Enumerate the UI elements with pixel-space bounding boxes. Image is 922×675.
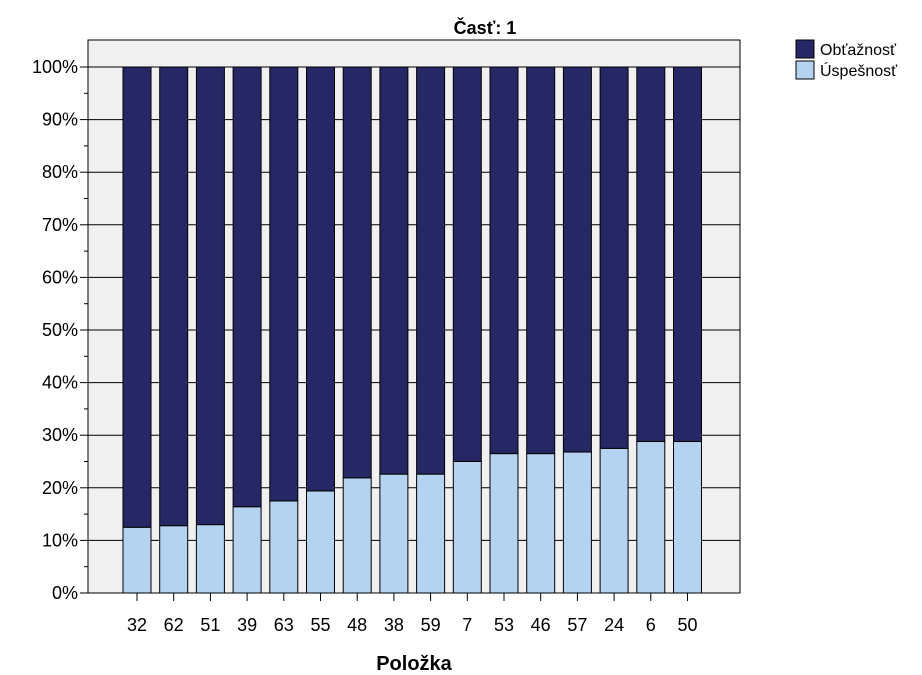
bar-success-38 xyxy=(379,473,409,594)
bar-success-53 xyxy=(489,453,519,594)
legend-label: Úspešnosť xyxy=(820,61,898,80)
x-axis: 32 62 51 39 63 55 48 38 59 7 53 46 57 24 6 50 xyxy=(127,593,698,635)
bar-difficulty-48 xyxy=(342,66,372,479)
bar-difficulty-6 xyxy=(636,66,666,443)
x-tick-label: 59 xyxy=(421,615,441,635)
bar-difficulty-57 xyxy=(562,66,592,453)
bar-success-39 xyxy=(232,506,262,594)
bar-difficulty-51 xyxy=(195,66,225,526)
bar-success-50 xyxy=(673,441,702,594)
bar-success-51 xyxy=(195,524,225,594)
x-tick-label: 38 xyxy=(384,615,404,635)
legend-label: Obťažnosť xyxy=(820,42,897,59)
bar-difficulty-7 xyxy=(452,66,482,462)
bar-difficulty-63 xyxy=(269,66,299,502)
bar-success-32 xyxy=(122,526,152,594)
y-tick-label: 0% xyxy=(52,583,78,603)
x-tick-label: 51 xyxy=(200,615,220,635)
bar-success-24 xyxy=(599,447,629,594)
bar-success-63 xyxy=(269,500,299,594)
y-tick-label: 50% xyxy=(42,320,78,340)
x-tick-label: 53 xyxy=(494,615,514,635)
bar-difficulty-32 xyxy=(122,66,152,528)
chart-title: Časť: 1 xyxy=(454,17,517,38)
bar-difficulty-46 xyxy=(526,66,556,455)
legend-swatch xyxy=(795,60,815,80)
bar-success-6 xyxy=(636,441,666,594)
bar-difficulty-24 xyxy=(599,66,629,449)
y-tick-label: 10% xyxy=(42,530,78,550)
y-axis: 0% 10% 20% 30% 40% 50% 60% 70% 80% 90% 100% xyxy=(32,57,88,603)
y-tick-label: 100% xyxy=(32,57,78,77)
y-tick-label: 40% xyxy=(42,373,78,393)
legend: Obťažnosť Úspešnosť xyxy=(795,39,898,80)
x-tick-label: 57 xyxy=(567,615,587,635)
plot-frame xyxy=(87,39,741,594)
y-tick-label: 60% xyxy=(42,267,78,287)
x-tick-label: 48 xyxy=(347,615,367,635)
bar-difficulty-38 xyxy=(379,66,409,475)
x-tick-label: 7 xyxy=(462,615,472,635)
x-tick-label: 63 xyxy=(274,615,294,635)
bar-success-55 xyxy=(306,490,335,594)
x-tick-label: 39 xyxy=(237,615,257,635)
bar-success-59 xyxy=(416,473,446,594)
bar-difficulty-55 xyxy=(306,66,335,492)
x-axis-title: Položka xyxy=(376,653,452,675)
y-tick-label: 70% xyxy=(42,215,78,235)
y-tick-label: 30% xyxy=(42,425,78,445)
bar-success-48 xyxy=(342,477,372,594)
bars xyxy=(122,66,702,594)
bar-difficulty-59 xyxy=(416,66,446,475)
bar-difficulty-53 xyxy=(489,66,519,455)
bar-success-7 xyxy=(452,461,482,594)
x-tick-label: 50 xyxy=(677,615,697,635)
bar-success-57 xyxy=(562,451,592,594)
bar-difficulty-50 xyxy=(673,66,702,443)
x-tick-label: 46 xyxy=(531,615,551,635)
legend-swatch xyxy=(795,39,815,59)
bar-success-62 xyxy=(159,525,189,594)
y-tick-label: 80% xyxy=(42,162,78,182)
x-tick-label: 62 xyxy=(164,615,184,635)
x-tick-label: 32 xyxy=(127,615,147,635)
x-tick-label: 6 xyxy=(646,615,656,635)
bar-success-46 xyxy=(526,453,556,594)
y-tick-label: 90% xyxy=(42,110,78,130)
bar-difficulty-62 xyxy=(159,66,189,527)
x-tick-label: 24 xyxy=(604,615,624,635)
x-tick-label: 55 xyxy=(310,615,330,635)
bar-difficulty-39 xyxy=(232,66,262,508)
y-tick-label: 20% xyxy=(42,478,78,498)
